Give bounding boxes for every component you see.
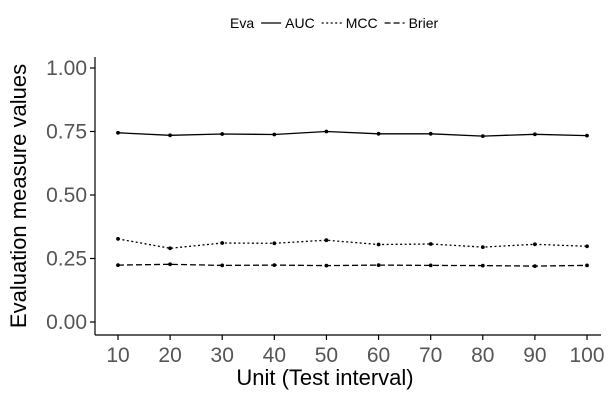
- data-point-auc: [585, 133, 589, 138]
- x-tick-label: 100: [569, 344, 604, 367]
- data-point-auc: [480, 134, 485, 139]
- data-point-auc: [116, 130, 120, 135]
- x-tick-label: 90: [523, 344, 546, 367]
- legend-title: Eva: [230, 15, 254, 31]
- data-point-brier: [324, 263, 329, 268]
- x-tick-label: 60: [367, 344, 390, 367]
- x-tick-label: 70: [419, 344, 442, 367]
- data-point-brier: [272, 263, 277, 267]
- series-mcc: [116, 237, 589, 251]
- data-point-auc: [168, 133, 173, 138]
- y-tick-label: 0.75: [46, 121, 87, 144]
- data-point-brier: [168, 262, 173, 267]
- y-axis-title: Evaluation measure values: [6, 64, 31, 328]
- x-tick-label: 20: [158, 344, 181, 367]
- data-point-auc: [272, 132, 277, 137]
- x-tick-label: 10: [106, 344, 129, 367]
- data-point-mcc: [272, 241, 277, 246]
- data-point-auc: [220, 132, 225, 136]
- data-point-brier: [585, 263, 589, 268]
- data-point-brier: [533, 264, 537, 268]
- data-point-auc: [533, 132, 537, 137]
- series-line-mcc: [117, 238, 588, 249]
- series-brier: [116, 262, 589, 268]
- series-auc: [116, 129, 589, 139]
- data-point-mcc: [116, 237, 120, 241]
- data-point-brier: [376, 263, 381, 267]
- data-point-mcc: [585, 244, 589, 249]
- series-line-auc: [117, 130, 588, 137]
- legend-label-auc: AUC: [285, 15, 315, 31]
- data-point-mcc: [220, 241, 225, 245]
- x-tick-label: 80: [471, 344, 494, 367]
- data-point-brier: [428, 263, 433, 268]
- data-point-auc: [324, 129, 329, 134]
- data-point-auc: [428, 131, 433, 136]
- series-line-brier: [117, 263, 588, 267]
- data-point-brier: [220, 263, 225, 268]
- data-point-brier: [480, 263, 485, 268]
- data-point-mcc: [376, 242, 381, 247]
- axes: [94, 57, 601, 336]
- data-point-mcc: [324, 238, 329, 243]
- legend: Eva AUC MCC Brier: [230, 15, 438, 31]
- x-tick-label: 30: [211, 344, 234, 367]
- data-point-auc: [376, 131, 381, 136]
- data-point-mcc: [428, 242, 433, 246]
- x-tick-label: 50: [315, 344, 338, 367]
- data-point-mcc: [168, 246, 173, 251]
- x-axis-title: Unit (Test interval): [236, 365, 413, 390]
- data-point-brier: [116, 263, 120, 267]
- y-tick-label: 0.25: [46, 248, 87, 271]
- data-point-mcc: [533, 242, 537, 247]
- legend-label-brier: Brier: [409, 15, 439, 31]
- series: [116, 129, 589, 268]
- y-tick-label: 0.00: [46, 311, 87, 334]
- y-tick-label: 0.50: [46, 184, 87, 207]
- data-point-mcc: [480, 245, 485, 250]
- x-tick-label: 40: [263, 344, 286, 367]
- ticks: 0.00 0.25 0.50 0.75 1.00 10 20 30 40 50 60 70 80 90 10…: [46, 57, 604, 367]
- legend-label-mcc: MCC: [346, 15, 378, 31]
- y-tick-label: 1.00: [46, 57, 87, 80]
